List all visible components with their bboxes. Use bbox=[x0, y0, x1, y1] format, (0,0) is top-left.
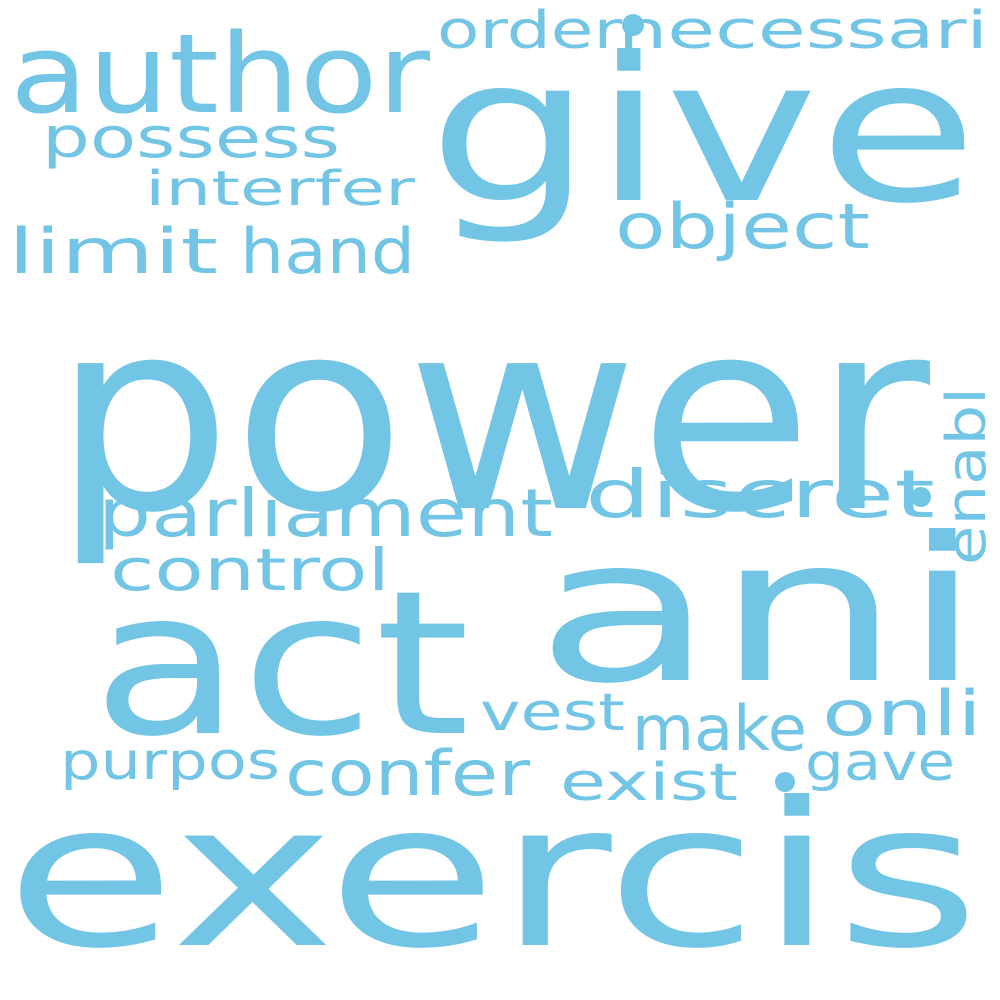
word-give: give bbox=[428, 15, 978, 248]
word-parliament: parliament bbox=[98, 475, 553, 552]
word-purpos: purpos bbox=[60, 732, 280, 792]
word-necessari: necessari bbox=[618, 1, 988, 61]
word-control: control bbox=[110, 536, 390, 604]
dot-near-discret bbox=[911, 487, 931, 507]
word-act: act bbox=[92, 548, 470, 781]
word-object: object bbox=[615, 190, 870, 263]
dot-near-exist bbox=[775, 772, 795, 792]
word-power: power bbox=[52, 263, 933, 571]
dot-group bbox=[622, 14, 931, 792]
word-possess: possess bbox=[42, 106, 340, 171]
word-onli: onli bbox=[822, 677, 982, 750]
word-exercis: exercis bbox=[5, 760, 980, 993]
word-exist: exist bbox=[560, 753, 738, 813]
word-order: order bbox=[437, 1, 623, 61]
word-confer: confer bbox=[285, 737, 531, 810]
dot-near-order bbox=[622, 14, 644, 36]
word-enabl: enabl bbox=[935, 387, 998, 565]
word-interfer: interfer bbox=[145, 161, 415, 217]
word-make: make bbox=[632, 692, 807, 765]
word-ani: ani bbox=[535, 495, 983, 728]
word-group: power ani exercis act give author order … bbox=[5, 1, 998, 993]
word-vest: vest bbox=[480, 683, 625, 743]
word-author: author bbox=[10, 10, 431, 138]
word-discret: discret bbox=[585, 456, 935, 533]
word-gave: gave bbox=[805, 733, 955, 793]
word-hand: hand bbox=[240, 215, 415, 288]
word-limit: limit bbox=[8, 215, 218, 288]
